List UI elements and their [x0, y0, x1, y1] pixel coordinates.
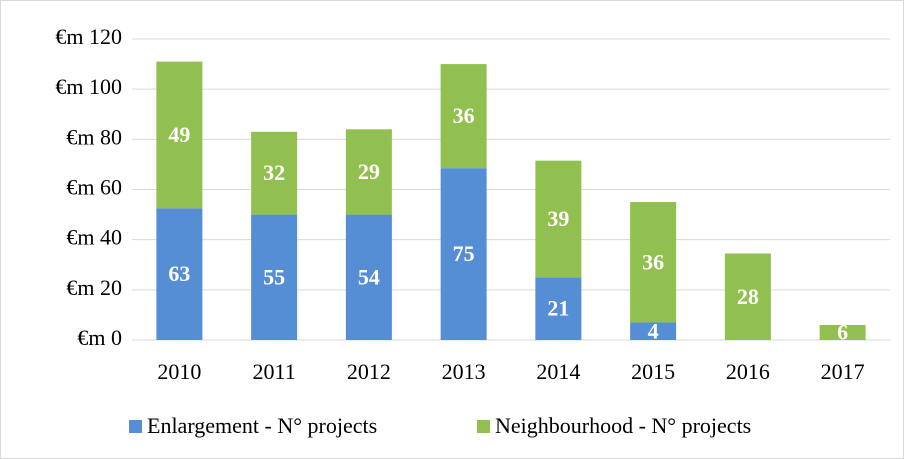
- data-label: 63: [168, 261, 190, 286]
- x-tick-label: 2014: [536, 359, 580, 384]
- bar-segment: [630, 322, 677, 340]
- x-tick-label: 2016: [726, 359, 770, 384]
- y-tick-label: €m 0: [77, 325, 122, 350]
- data-label: 36: [642, 249, 664, 274]
- bar-segment: [535, 160, 582, 278]
- data-label: 36: [453, 103, 475, 128]
- y-tick-label: €m 120: [55, 24, 122, 49]
- bar-segment: [251, 214, 298, 340]
- bar-segment: [345, 129, 392, 215]
- x-tick-label: 2012: [347, 359, 391, 384]
- x-tick-label: 2011: [253, 359, 296, 384]
- x-tick-label: 2015: [631, 359, 675, 384]
- data-label: 39: [547, 206, 569, 231]
- data-label: 28: [737, 284, 759, 309]
- y-tick-label: €m 100: [55, 74, 122, 99]
- data-label: 6: [837, 320, 848, 345]
- data-label: 75: [453, 241, 475, 266]
- data-label: 29: [358, 159, 380, 184]
- y-tick-label: €m 20: [66, 275, 122, 300]
- y-tick-label: €m 80: [66, 124, 122, 149]
- legend-swatch: [477, 420, 490, 433]
- x-tick-label: 2010: [157, 359, 201, 384]
- bar-segment: [440, 168, 487, 340]
- data-label: 49: [168, 122, 190, 147]
- legend-label: Enlargement - N° projects: [147, 413, 377, 438]
- bar-segment: [345, 214, 392, 340]
- legend-label: Neighbourhood - N° projects: [495, 413, 751, 438]
- data-label: 4: [648, 318, 659, 343]
- y-tick-label: €m 40: [66, 225, 122, 250]
- y-tick-label: €m 60: [66, 175, 122, 200]
- bar-segment: [630, 202, 677, 323]
- bar-segment: [440, 64, 487, 169]
- bar-segment: [535, 277, 582, 340]
- data-label: 55: [263, 264, 285, 289]
- data-label: 54: [358, 264, 380, 289]
- bar-segment: [251, 131, 298, 215]
- x-tick-label: 2017: [821, 359, 865, 384]
- bar-segment: [819, 324, 866, 340]
- data-label: 21: [547, 296, 569, 321]
- bar-segment: [156, 208, 203, 340]
- legend-swatch: [129, 420, 142, 433]
- bar-segment: [156, 61, 203, 209]
- x-tick-label: 2013: [442, 359, 486, 384]
- data-label: 32: [263, 160, 285, 185]
- bar-segment: [724, 253, 771, 340]
